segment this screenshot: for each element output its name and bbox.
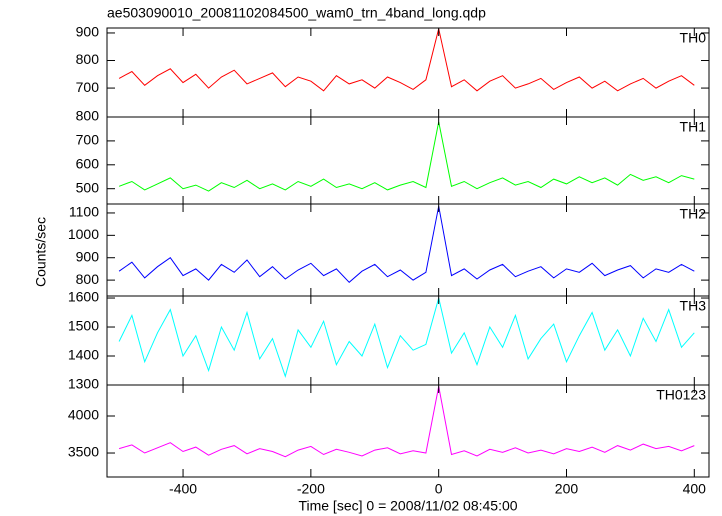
y-axis-label: Counts/sec [33,217,49,287]
legend-label: TH3 [680,298,707,314]
y-tick-label: 700 [76,79,100,95]
y-tick-label: 4000 [68,407,99,423]
series-line [118,121,695,192]
legend-label: TH1 [680,119,707,135]
series-line [118,206,695,283]
legend-label: TH2 [680,206,707,222]
y-tick-label: 1300 [68,376,99,392]
y-tick-label: 3500 [68,444,99,460]
series-line [118,386,695,458]
y-tick-label: 700 [76,132,100,148]
series-line [118,297,695,379]
x-axis-label: Time [sec] 0 = 2008/11/02 08:45:00 [298,498,517,514]
legend-label: TH0123 [656,387,706,403]
panel-frame [106,203,710,297]
y-tick-label: 900 [76,24,100,40]
y-tick-label: 600 [76,156,100,172]
x-tick-label: 200 [555,481,579,497]
y-tick-label: 800 [76,271,100,287]
x-tick-label: -200 [297,481,325,497]
y-tick-label: 1100 [69,204,99,220]
legend-label: TH0 [680,30,707,46]
y-tick-label: 1400 [68,347,99,363]
y-tick-label: 800 [76,51,100,67]
panel-frame [106,384,710,478]
y-tick-label: 1500 [68,318,99,334]
chart-title: ae503090010_20081102084500_wam0_trn_4ban… [107,5,486,21]
panel-frame [106,27,710,118]
y-tick-label: 1000 [68,226,99,242]
y-tick-label: 900 [76,248,100,264]
x-tick-label: -400 [169,481,197,497]
y-tick-label: 1600 [68,289,99,305]
y-tick-label: 800 [76,108,100,124]
x-tick-label: 0 [435,481,443,497]
x-tick-label: 400 [683,481,707,497]
series-line [118,28,695,92]
panel-frame [106,116,710,205]
y-tick-label: 500 [76,179,100,195]
